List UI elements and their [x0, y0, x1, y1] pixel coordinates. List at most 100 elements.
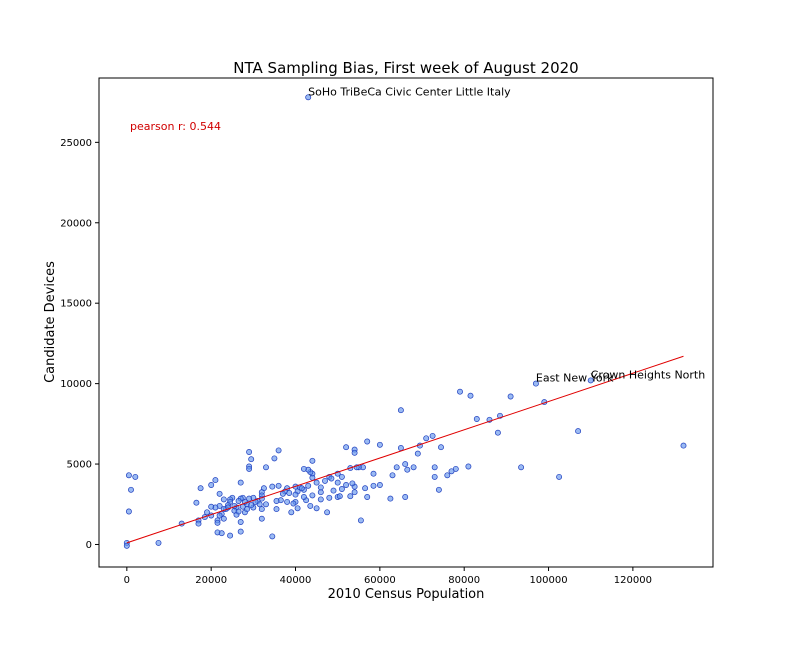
data-point	[237, 519, 244, 525]
data-point	[313, 505, 320, 512]
point-annotations: SoHo TriBeCa Civic Center Little Italy Ea…	[308, 85, 705, 384]
data-point	[465, 463, 472, 470]
data-point	[393, 464, 400, 471]
data-point	[444, 472, 451, 479]
data-point	[404, 466, 411, 473]
data-point	[317, 496, 324, 503]
plot-frame	[98, 77, 714, 568]
data-point	[286, 490, 293, 496]
y-tick-label: 20000	[60, 218, 92, 229]
data-point	[429, 432, 436, 439]
y-tick-label: 15000	[60, 299, 92, 310]
data-point	[235, 508, 242, 515]
data-point	[227, 532, 234, 539]
data-point	[273, 506, 280, 513]
data-point	[364, 438, 371, 445]
x-axis-label: 2010 Census Population	[328, 587, 485, 602]
x-tick-label: 0	[124, 575, 130, 586]
data-point	[370, 470, 377, 477]
data-point	[330, 487, 337, 494]
data-point	[336, 493, 343, 500]
data-point	[435, 486, 442, 493]
data-point	[300, 465, 307, 472]
data-point	[334, 479, 341, 486]
data-point	[587, 377, 594, 384]
data-point	[279, 490, 286, 497]
data-point	[370, 482, 377, 489]
data-point	[256, 501, 263, 508]
y-tick-label: 0	[86, 540, 92, 551]
data-point	[292, 491, 299, 498]
data-point	[313, 479, 320, 486]
data-point	[125, 508, 132, 515]
data-point	[125, 472, 132, 479]
data-point	[197, 485, 204, 492]
data-point	[246, 449, 253, 455]
data-point	[309, 474, 316, 481]
data-point	[235, 498, 242, 504]
data-point	[212, 477, 219, 484]
data-point	[317, 489, 324, 496]
data-point	[414, 450, 421, 457]
data-point	[237, 479, 244, 486]
data-point	[397, 407, 404, 414]
data-point	[208, 482, 215, 488]
data-point	[220, 515, 227, 522]
y-axis-label: Candidate Devices	[43, 261, 58, 383]
data-point	[532, 380, 539, 387]
data-point	[448, 468, 455, 475]
data-point	[208, 503, 215, 510]
data-point	[389, 472, 396, 479]
data-point	[347, 493, 354, 500]
data-point	[309, 457, 316, 464]
data-point	[397, 445, 404, 451]
data-point	[376, 482, 383, 488]
x-tick-label: 120000	[614, 575, 652, 586]
data-point	[275, 482, 282, 489]
data-point	[423, 435, 430, 442]
data-point	[284, 498, 291, 505]
data-point	[155, 539, 162, 546]
data-point	[258, 515, 265, 522]
data-point	[220, 496, 227, 503]
data-point	[288, 509, 295, 516]
data-point	[216, 512, 223, 519]
x-tick-label: 80000	[448, 575, 480, 586]
x-tick-label: 20000	[195, 575, 227, 586]
data-point	[248, 456, 255, 463]
data-point	[309, 492, 316, 499]
data-point	[431, 464, 438, 471]
data-point	[214, 519, 221, 526]
data-point	[216, 490, 223, 497]
data-point	[123, 542, 130, 549]
data-point	[195, 520, 202, 527]
data-point	[457, 388, 463, 395]
data-point	[294, 505, 301, 512]
data-point	[438, 444, 444, 451]
x-tick-label: 40000	[280, 575, 312, 586]
data-point	[494, 429, 501, 436]
data-point	[364, 494, 371, 500]
data-points	[123, 94, 687, 549]
data-point	[343, 482, 350, 488]
data-point	[204, 509, 210, 516]
data-point	[351, 449, 358, 456]
y-tick-label: 10000	[60, 379, 92, 390]
data-point	[328, 475, 335, 482]
data-point	[575, 428, 582, 435]
data-point	[326, 494, 333, 501]
point-annotation-label: East New York	[536, 372, 614, 385]
data-point	[402, 461, 409, 468]
data-point	[362, 485, 369, 492]
data-point	[338, 473, 345, 480]
data-point	[273, 498, 280, 504]
data-point	[193, 499, 200, 506]
data-point	[351, 489, 358, 496]
data-point	[305, 94, 312, 101]
data-point	[349, 480, 356, 487]
data-point	[322, 477, 328, 484]
y-axis-ticks: 0 5000 10000 15000 20000 25000	[60, 138, 99, 551]
data-point	[305, 482, 312, 489]
data-point	[338, 486, 345, 492]
data-point	[269, 483, 276, 490]
